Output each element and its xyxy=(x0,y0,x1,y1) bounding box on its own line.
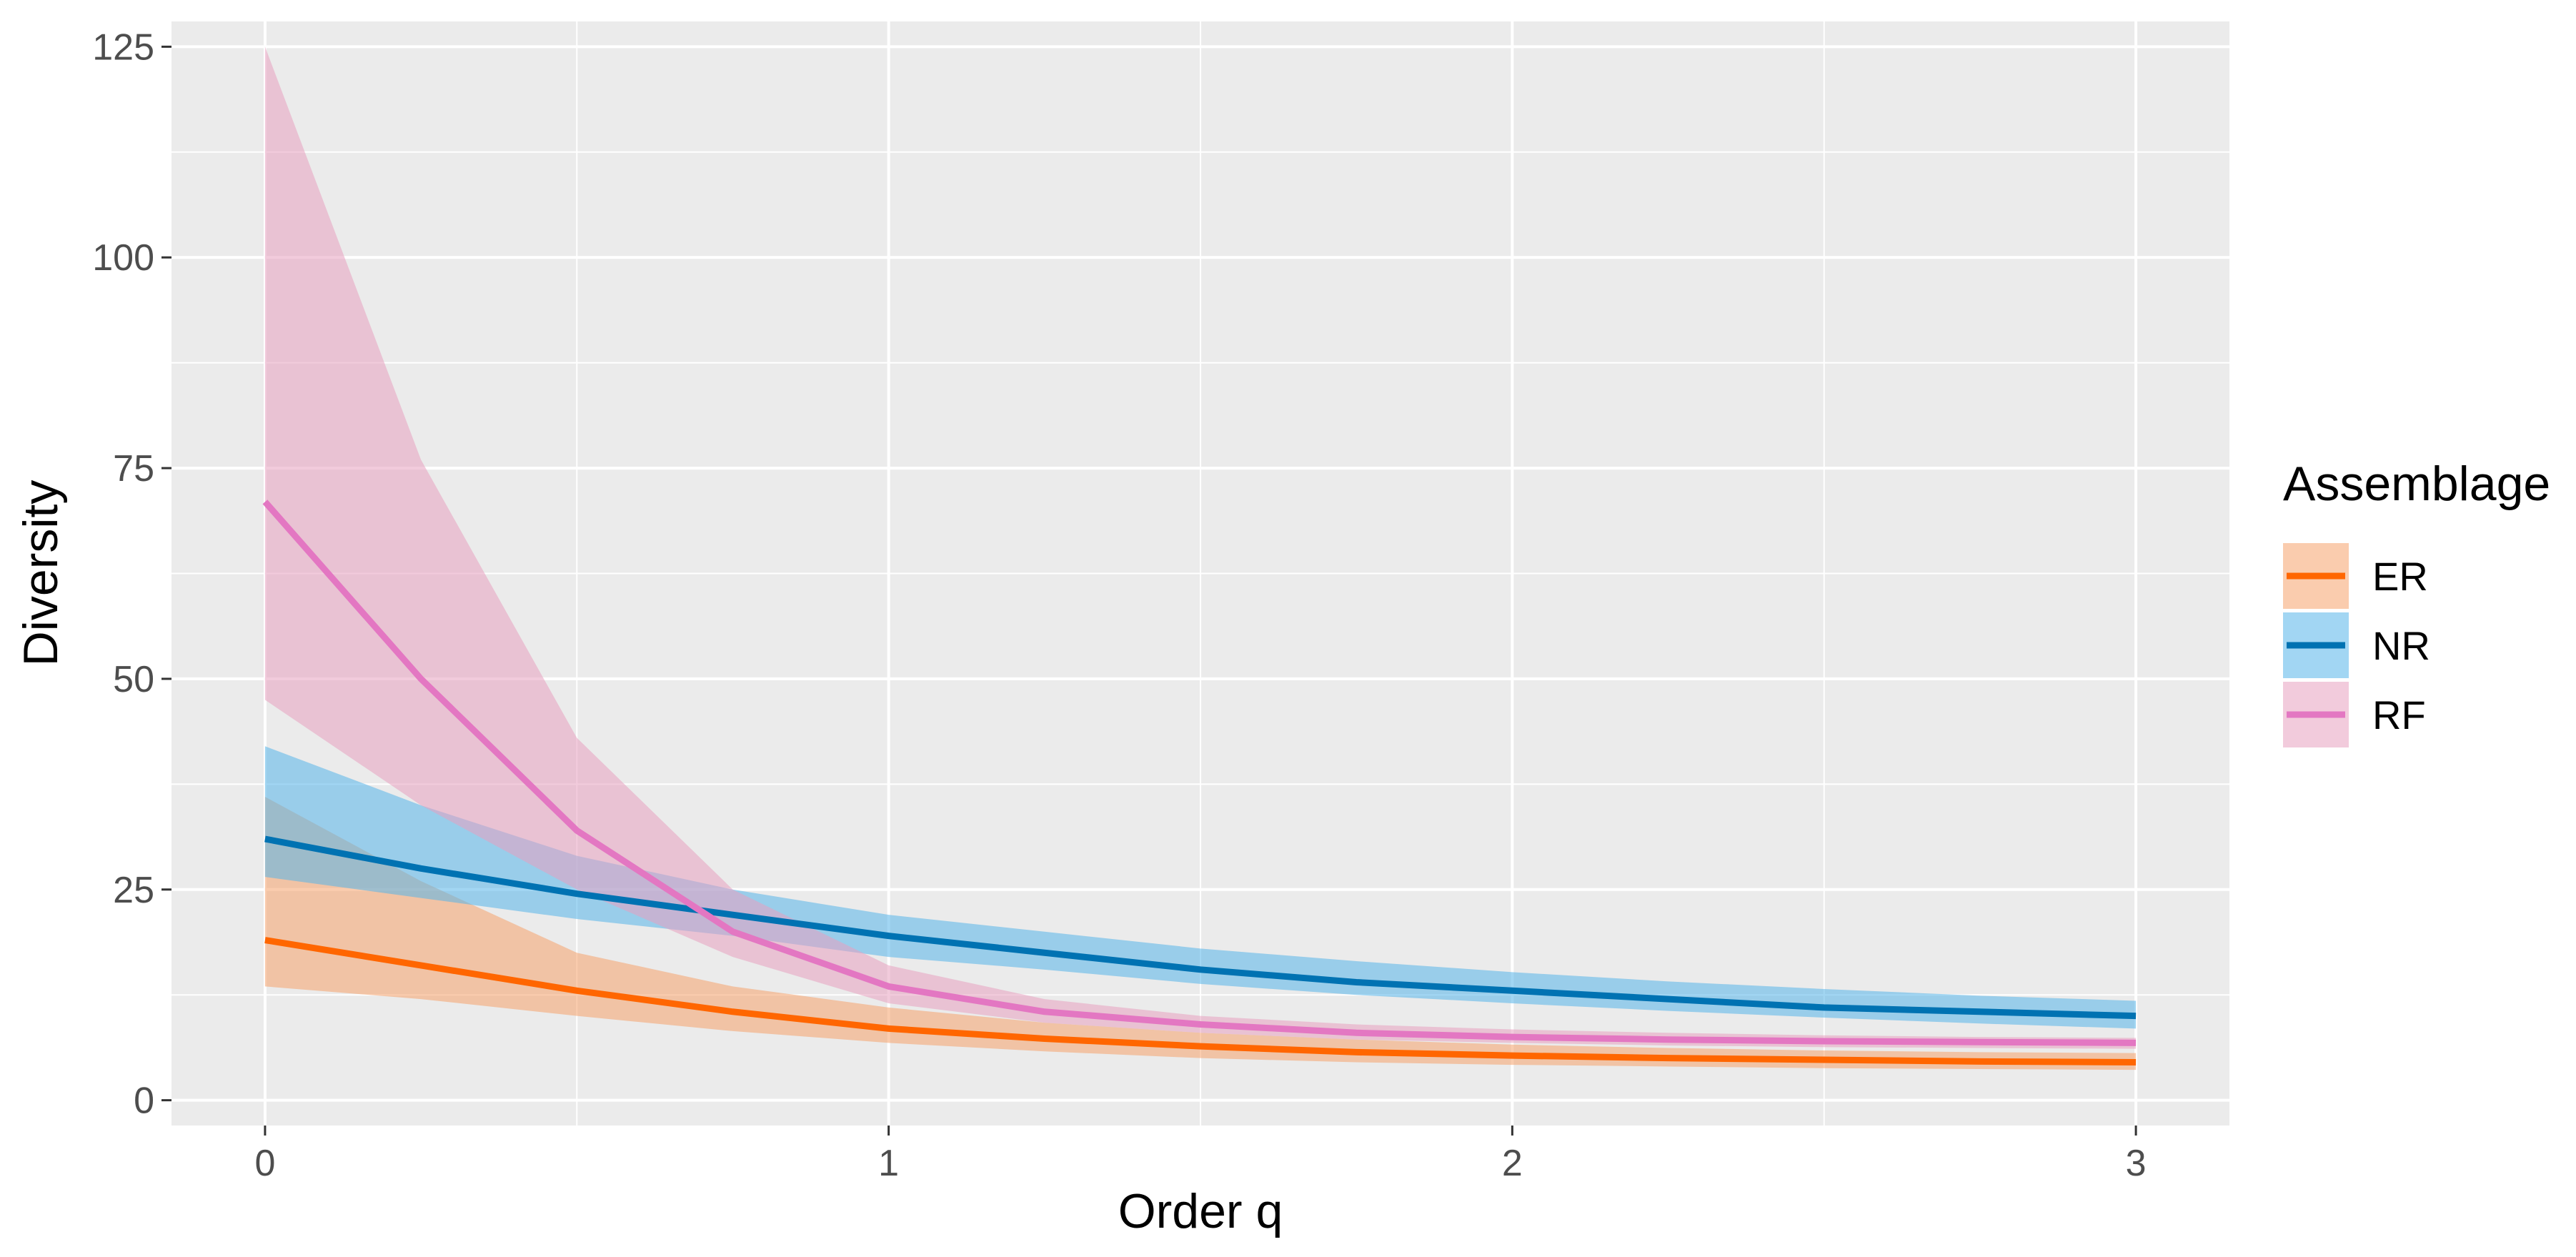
line-nr xyxy=(264,835,2137,1020)
y-tick-label: 125 xyxy=(92,26,154,68)
x-tick-label: 3 xyxy=(2126,1143,2147,1184)
x-axis-title: Order q xyxy=(1118,1184,1283,1238)
legend: Assemblage ER NR RF xyxy=(2283,457,2550,747)
ribbon-er xyxy=(264,797,2137,1070)
series-lines xyxy=(262,500,2137,1066)
legend-label: RF xyxy=(2372,692,2426,737)
legend-label: ER xyxy=(2372,554,2428,599)
y-axis-title: Diversity xyxy=(14,480,68,667)
y-tick-label: 0 xyxy=(134,1080,154,1122)
y-tick-label: 100 xyxy=(92,237,154,279)
legend-items: ER NR RF xyxy=(2283,543,2430,747)
x-tick-label: 2 xyxy=(1502,1143,1523,1184)
legend-label: NR xyxy=(2372,623,2430,668)
legend-item-rf: RF xyxy=(2283,682,2426,747)
y-tick-label: 25 xyxy=(113,870,154,911)
x-tick-label: 1 xyxy=(878,1143,899,1184)
x-tick-label: 0 xyxy=(254,1143,275,1184)
y-axis: 0 25 50 75 100 125 xyxy=(92,26,171,1122)
line-er xyxy=(264,937,2137,1066)
x-axis: 0 1 2 3 xyxy=(254,1126,2147,1184)
legend-item-er: ER xyxy=(2283,543,2428,609)
y-tick-label: 50 xyxy=(113,659,154,700)
y-tick-label: 75 xyxy=(113,448,154,490)
legend-item-nr: NR xyxy=(2283,612,2430,678)
line-rf xyxy=(262,500,2137,1046)
legend-title: Assemblage xyxy=(2283,457,2550,511)
